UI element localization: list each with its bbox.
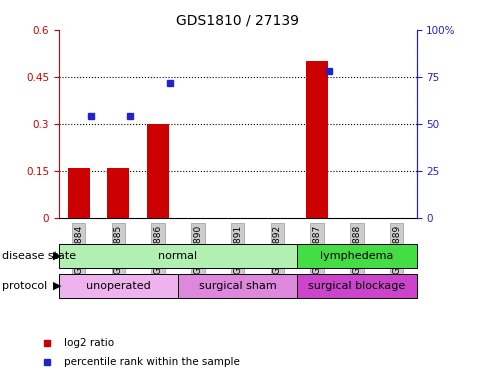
Text: surgical blockage: surgical blockage bbox=[308, 281, 406, 291]
Bar bbox=[107, 168, 129, 217]
Text: ▶: ▶ bbox=[53, 281, 61, 291]
Bar bbox=[59, 274, 178, 298]
Text: percentile rank within the sample: percentile rank within the sample bbox=[64, 357, 240, 367]
Bar bbox=[297, 274, 416, 298]
Text: normal: normal bbox=[158, 251, 197, 261]
Bar bbox=[306, 61, 328, 217]
Text: surgical sham: surgical sham bbox=[199, 281, 276, 291]
Text: unoperated: unoperated bbox=[86, 281, 151, 291]
Bar bbox=[178, 274, 297, 298]
Text: log2 ratio: log2 ratio bbox=[64, 338, 114, 348]
Text: protocol: protocol bbox=[2, 281, 48, 291]
Text: disease state: disease state bbox=[2, 251, 76, 261]
Bar bbox=[147, 124, 169, 218]
Bar bbox=[297, 244, 416, 268]
Bar bbox=[59, 244, 297, 268]
Text: lymphedema: lymphedema bbox=[320, 251, 393, 261]
Bar bbox=[68, 168, 90, 217]
Title: GDS1810 / 27139: GDS1810 / 27139 bbox=[176, 13, 299, 27]
Text: ▶: ▶ bbox=[53, 251, 61, 261]
